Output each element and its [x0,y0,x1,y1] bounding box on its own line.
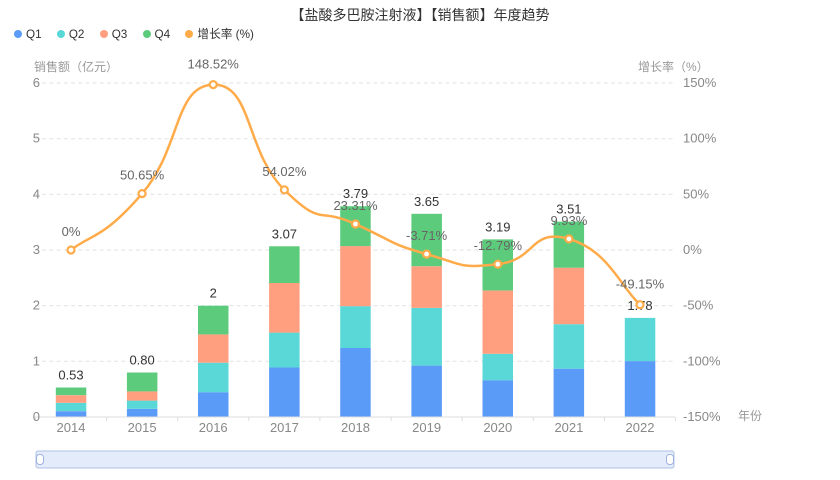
svg-text:150%: 150% [683,75,717,90]
svg-text:1: 1 [33,353,40,368]
svg-text:-150%: -150% [683,409,721,424]
svg-text:4: 4 [33,186,40,201]
svg-text:-3.71%: -3.71% [406,228,448,243]
svg-text:0%: 0% [683,242,702,257]
svg-text:2: 2 [33,298,40,313]
svg-text:0.53: 0.53 [58,368,83,383]
svg-text:-49.15%: -49.15% [616,277,665,292]
svg-text:0%: 0% [62,224,81,239]
svg-text:54.02%: 54.02% [262,164,307,179]
svg-text:5: 5 [33,131,40,146]
svg-text:50%: 50% [683,186,709,201]
svg-text:3.07: 3.07 [272,226,297,241]
svg-text:0: 0 [33,409,40,424]
svg-text:2017: 2017 [270,420,299,435]
svg-text:2: 2 [210,286,217,301]
svg-text:148.52%: 148.52% [188,57,240,72]
svg-text:2018: 2018 [341,420,370,435]
svg-text:2014: 2014 [57,420,86,435]
svg-text:-50%: -50% [683,298,714,313]
svg-text:3.19: 3.19 [485,219,510,234]
svg-text:9.93%: 9.93% [550,213,587,228]
svg-text:6: 6 [33,75,40,90]
svg-text:-12.79%: -12.79% [474,238,523,253]
svg-text:0.80: 0.80 [129,353,154,368]
svg-text:2019: 2019 [412,420,441,435]
svg-text:2021: 2021 [554,420,583,435]
svg-text:2022: 2022 [626,420,655,435]
svg-text:2016: 2016 [199,420,228,435]
svg-text:23.31%: 23.31% [333,198,378,213]
svg-text:3.65: 3.65 [414,194,439,209]
svg-text:50.65%: 50.65% [120,168,165,183]
svg-text:2020: 2020 [483,420,512,435]
svg-text:-100%: -100% [683,353,721,368]
svg-text:2015: 2015 [128,420,157,435]
svg-text:3: 3 [33,242,40,257]
svg-text:100%: 100% [683,131,717,146]
